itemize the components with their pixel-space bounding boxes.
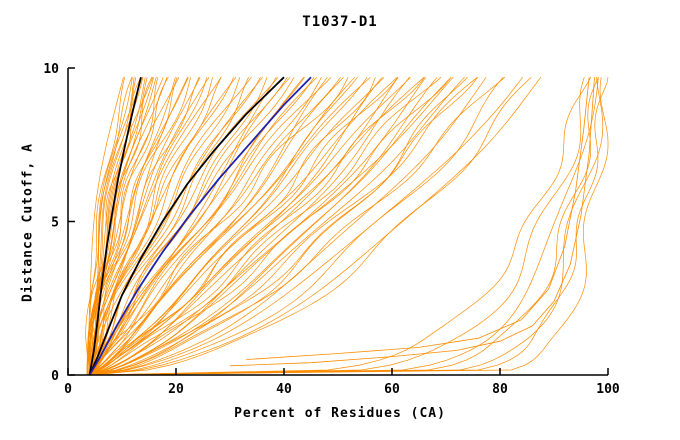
svg-text:10: 10 <box>43 62 59 77</box>
svg-text:20: 20 <box>168 382 184 397</box>
blue-model <box>88 76 312 376</box>
svg-text:60: 60 <box>384 382 400 397</box>
svg-text:100: 100 <box>596 382 620 397</box>
svg-text:40: 40 <box>276 382 292 397</box>
svg-text:5: 5 <box>51 216 59 231</box>
chart-title: T1037-D1 <box>302 14 378 30</box>
black-model-2 <box>88 76 285 376</box>
svg-text:80: 80 <box>492 382 508 397</box>
svg-text:0: 0 <box>51 369 59 384</box>
black-model-1 <box>88 76 142 376</box>
x-axis-label: Percent of Residues (CA) <box>234 406 446 421</box>
svg-text:0: 0 <box>64 382 72 397</box>
